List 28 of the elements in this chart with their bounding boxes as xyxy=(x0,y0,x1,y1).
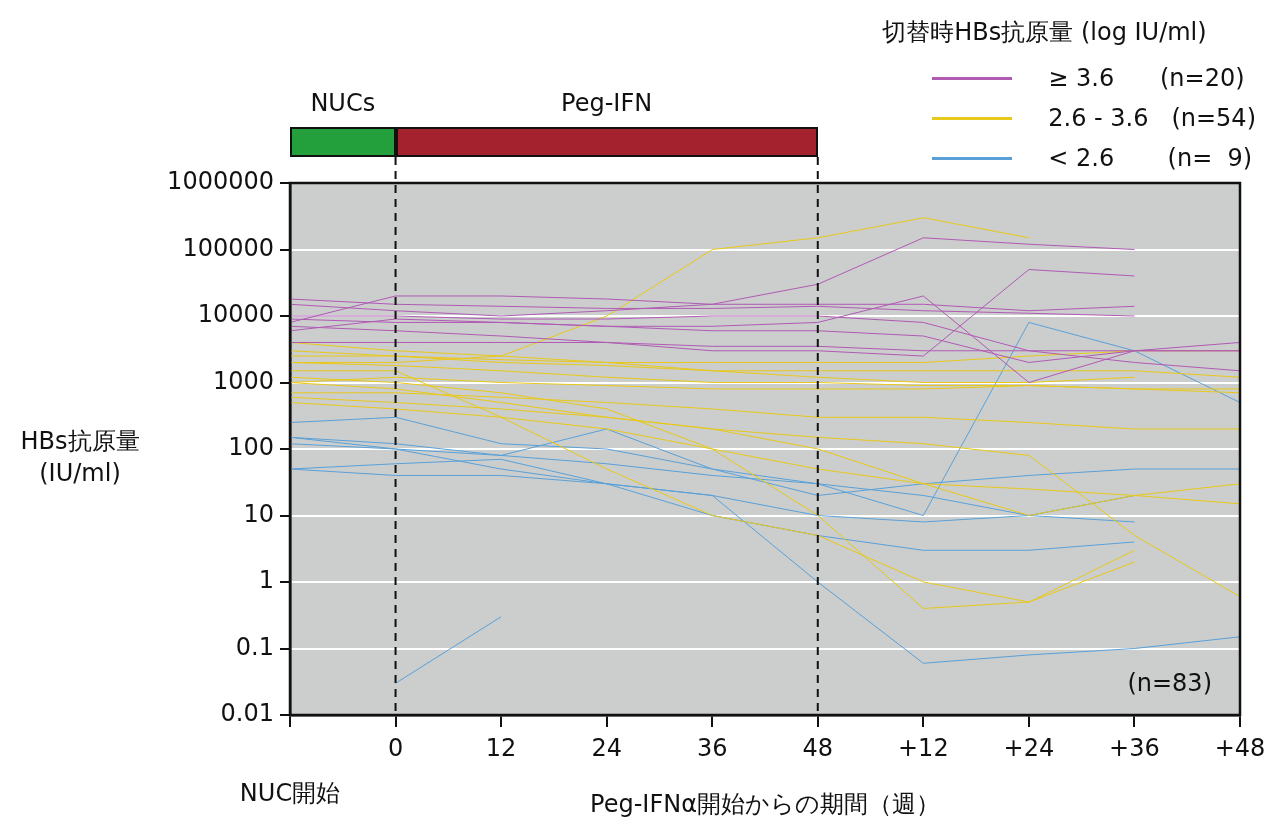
annotation: (n=83) xyxy=(1127,669,1212,697)
text: NUC開始 xyxy=(239,779,341,807)
x-tick-label: 24 xyxy=(591,733,622,762)
y-tick-label: 100 xyxy=(228,433,274,462)
x-tick-label: +12 xyxy=(898,733,949,762)
y-tick-label: 0.1 xyxy=(235,632,274,661)
legend-label: ≥ 3.6 (n=20) xyxy=(1048,64,1245,92)
y-tick-label: 10 xyxy=(243,499,274,528)
y-tick-label: 1 xyxy=(258,566,274,595)
legend-label: < 2.6 (n= 9) xyxy=(1048,144,1253,172)
x-tick-label: 36 xyxy=(696,733,728,762)
x-tick-label: 48 xyxy=(802,733,834,762)
y-tick-label: 10000 xyxy=(197,300,274,329)
x-tick-label: +48 xyxy=(1214,733,1266,762)
y-tick-label: 1000000 xyxy=(167,167,274,196)
x-tick-label: +36 xyxy=(1109,733,1160,762)
text: Peg-IFN xyxy=(561,89,653,117)
x-tick-label: 12 xyxy=(485,733,517,762)
legend-label: 2.6 - 3.6 (n=54) xyxy=(1048,104,1256,132)
text: NUCs xyxy=(310,89,376,117)
x-tick-label: 0 xyxy=(387,733,404,762)
legend-title: 切替時HBs抗原量 (log IU/ml) xyxy=(882,17,1208,48)
x-axis-title: Peg-IFNα開始からの期間（週） xyxy=(590,789,940,818)
y-tick-label: 100000 xyxy=(182,233,274,262)
y-tick-label: 1000 xyxy=(212,366,274,395)
y-axis-title: HBs抗原量 (IU/ml) xyxy=(20,427,140,488)
y-tick-label: 0.01 xyxy=(220,699,274,728)
x-tick-label: +24 xyxy=(1003,733,1055,762)
